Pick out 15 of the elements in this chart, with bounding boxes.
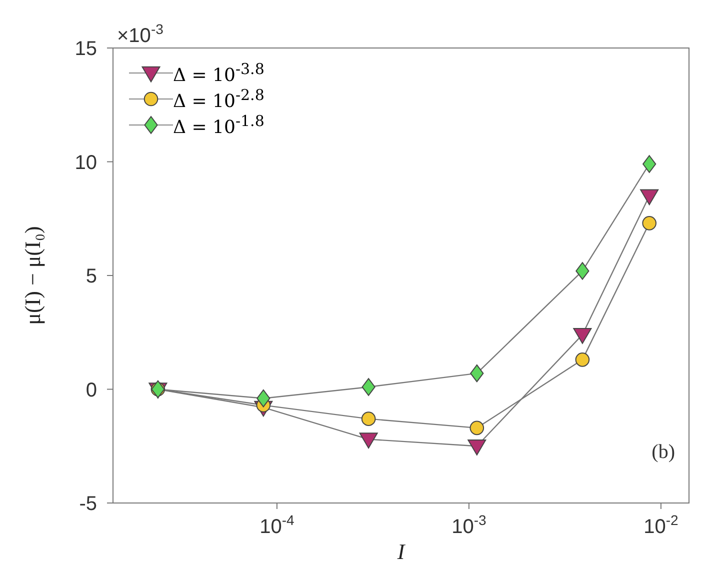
x-tick-label: 10$^{-3}$	[452, 512, 487, 538]
y-tick-label: 15	[74, 38, 97, 60]
legend-label: Δ = 10$^{-3.8}$	[173, 60, 264, 86]
y-tick-label: -5	[79, 493, 97, 515]
y-tick-label: 0	[86, 379, 97, 402]
x-axis-title: I	[396, 539, 406, 564]
y-axis-title: μ(I) − μ(I₀)	[20, 226, 45, 325]
x-tick-label: 10$^{-4}$	[260, 512, 295, 538]
annotation: (b)	[652, 441, 675, 463]
legend-label: Δ = 10$^{-1.8}$	[173, 112, 264, 138]
x-tick-label: 10$^{-2}$	[644, 512, 679, 538]
y-tick-label: 5	[86, 266, 97, 288]
text: ×10$^{-3}$	[117, 21, 164, 47]
y-tick-label: 10	[74, 152, 97, 174]
legend-label: Δ = 10$^{-2.8}$	[173, 86, 264, 112]
